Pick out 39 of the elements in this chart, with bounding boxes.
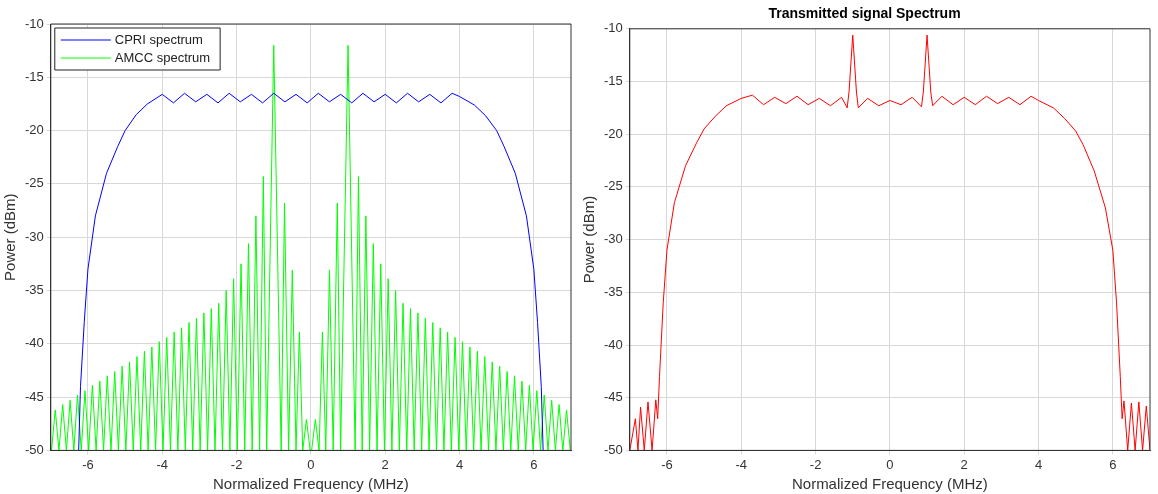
- x-tick-label: -6: [82, 456, 94, 472]
- legend-label: AMCC spectrum: [114, 49, 211, 65]
- y-tick-label: -50: [603, 441, 623, 457]
- x-tick-label: 6: [530, 456, 538, 472]
- y-tick-label: -25: [603, 178, 623, 194]
- y-tick-label: -50: [24, 441, 44, 457]
- x-tick-label: 6: [1109, 456, 1117, 472]
- x-tick-label: 0: [307, 456, 315, 472]
- y-tick-label: -30: [24, 228, 44, 244]
- y-tick-label: -45: [603, 389, 623, 405]
- x-axis-title: Normalized Frequency (MHz): [212, 475, 409, 493]
- y-tick-label: -15: [24, 68, 44, 84]
- x-tick-label: 4: [1034, 456, 1043, 472]
- x-axis-title: Normalized Frequency (MHz): [791, 475, 988, 493]
- y-tick-label: -45: [24, 388, 44, 404]
- y-tick-label: -10: [24, 15, 44, 31]
- y-tick-label: -20: [24, 122, 44, 138]
- y-tick-label: -35: [24, 282, 44, 298]
- y-tick-label: -25: [24, 175, 44, 191]
- x-tick-label: -2: [809, 456, 822, 472]
- x-tick-label: 2: [960, 456, 968, 472]
- y-tick-label: -40: [24, 335, 44, 351]
- x-tick-label: -6: [661, 456, 673, 472]
- legend-label: CPRI spectrum: [114, 31, 203, 47]
- y-tick-label: -10: [603, 20, 623, 36]
- y-axis-title: Power (dBm): [580, 195, 598, 284]
- x-tick-label: 2: [381, 456, 389, 472]
- x-tick-label: 0: [886, 456, 894, 472]
- y-tick-label: -30: [603, 231, 623, 247]
- x-tick-label: -2: [230, 456, 243, 472]
- y-tick-label: -40: [603, 336, 623, 352]
- x-tick-label: -4: [156, 456, 169, 472]
- y-tick-label: -20: [603, 125, 623, 141]
- chart-title: Transmitted signal Spectrum: [768, 5, 961, 22]
- x-tick-label: -4: [735, 456, 748, 472]
- x-tick-label: 4: [455, 456, 464, 472]
- y-axis-title: Power (dBm): [1, 193, 19, 281]
- y-tick-label: -15: [603, 73, 623, 89]
- y-tick-label: -35: [603, 283, 623, 299]
